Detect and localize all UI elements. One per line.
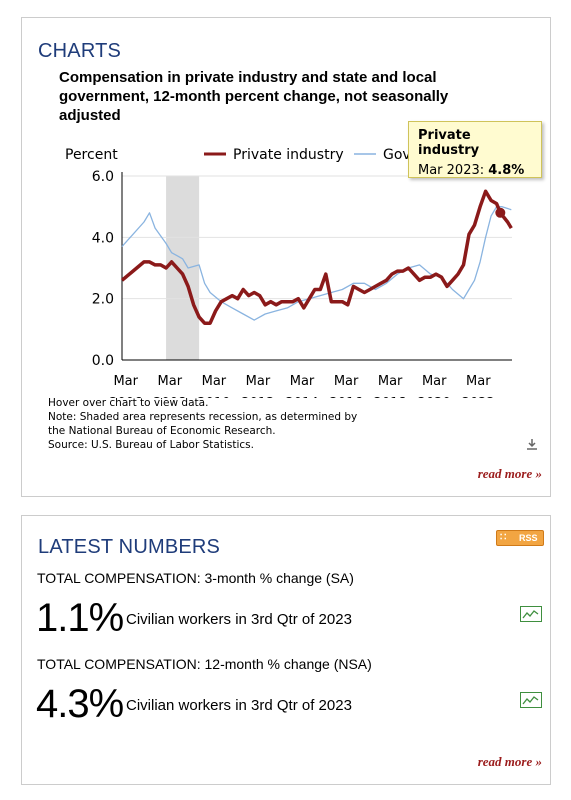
tooltip-series: Private industry (418, 128, 480, 158)
x-tick-label-month: Mar (113, 374, 138, 389)
x-tick-label-year: 2006 (109, 396, 142, 398)
recession-shading (166, 176, 200, 360)
stat-description: Civilian workers in 3rd Qtr of 2023 (126, 697, 352, 714)
x-tick-label-year: 2016 (330, 396, 363, 398)
latest-read-more-link[interactable]: read more » (477, 754, 542, 769)
x-tick-label-year: 2014 (285, 396, 318, 398)
sparkline-chart-icon[interactable] (520, 606, 542, 622)
y-tick-label: 6.0 (92, 169, 114, 185)
x-tick-label-month: Mar (290, 374, 315, 389)
stat-label: TOTAL COMPENSATION: 3-month % change (SA… (37, 570, 354, 586)
download-icon[interactable] (526, 438, 538, 453)
sparkline-chart-icon[interactable] (520, 692, 542, 708)
x-tick-label-month: Mar (422, 374, 447, 389)
chart-title: Compensation in private industry and sta… (59, 69, 449, 124)
rss-label: RSS (519, 533, 538, 543)
y-tick-label: 2.0 (92, 292, 114, 308)
line-chart[interactable]: 0.0 2.0 4.0 6.0 Percent Mar 2006 Mar 2008 Mar 2010… (32, 128, 542, 398)
tooltip-data: Mar 2023: 4.8% (418, 163, 532, 178)
x-tick-label-month: Mar (202, 374, 227, 389)
highlight-point (495, 207, 506, 218)
tooltip-period: Mar 2023: (418, 163, 485, 178)
rss-button[interactable]: ∷ RSS (496, 530, 544, 546)
y-axis-label: Percent (65, 147, 118, 163)
series-line-private-industry (120, 189, 513, 325)
chart-note-line: the National Bureau of Economic Research… (48, 425, 276, 437)
latest-numbers-panel: LATEST NUMBERS ∷ RSS TOTAL COMPENSATION:… (21, 515, 551, 785)
x-tick-label-month: Mar (466, 374, 491, 389)
chart-note-line: Hover over chart to view data. (48, 397, 209, 409)
latest-numbers-heading: LATEST NUMBERS (38, 536, 221, 558)
x-tick-label-month: Mar (246, 374, 271, 389)
stat-value: 4.3% (36, 682, 124, 726)
y-tick-label: 4.0 (92, 230, 114, 246)
x-tick-label-year: 2012 (241, 396, 274, 398)
stat-label: TOTAL COMPENSATION: 12-month % change (N… (37, 656, 372, 672)
y-tick-label: 0.0 (92, 353, 114, 369)
x-tick-label-year: 2018 (374, 396, 407, 398)
legend-label: Private industry (233, 147, 344, 163)
x-tick-label-year: 2008 (153, 396, 186, 398)
x-tick-label-month: Mar (158, 374, 183, 389)
charts-read-more-link[interactable]: read more » (477, 466, 542, 481)
charts-panel: CHARTS Compensation in private industry … (21, 17, 551, 497)
x-tick-label-month: Mar (378, 374, 403, 389)
tooltip-value: 4.8% (488, 163, 525, 178)
x-tick-label-month: Mar (334, 374, 359, 389)
chart-note-line: Note: Shaded area represents recession, … (48, 411, 358, 423)
chart-tooltip: Private industry Mar 2023: 4.8% (408, 121, 542, 178)
charts-heading: CHARTS (38, 40, 122, 62)
chart-note-line: Source: U.S. Bureau of Labor Statistics. (48, 439, 254, 451)
stat-value: 1.1% (36, 596, 124, 640)
stat-description: Civilian workers in 3rd Qtr of 2023 (126, 611, 352, 628)
series-line-government (121, 206, 512, 321)
x-tick-label-year: 2022 (462, 396, 495, 398)
x-tick-label-year: 2010 (197, 396, 230, 398)
rss-feed-icon: ∷ (500, 532, 507, 543)
chart-notes: Hover over chart to view data. Note: Sha… (48, 396, 357, 452)
x-tick-label-year: 2020 (418, 396, 451, 398)
